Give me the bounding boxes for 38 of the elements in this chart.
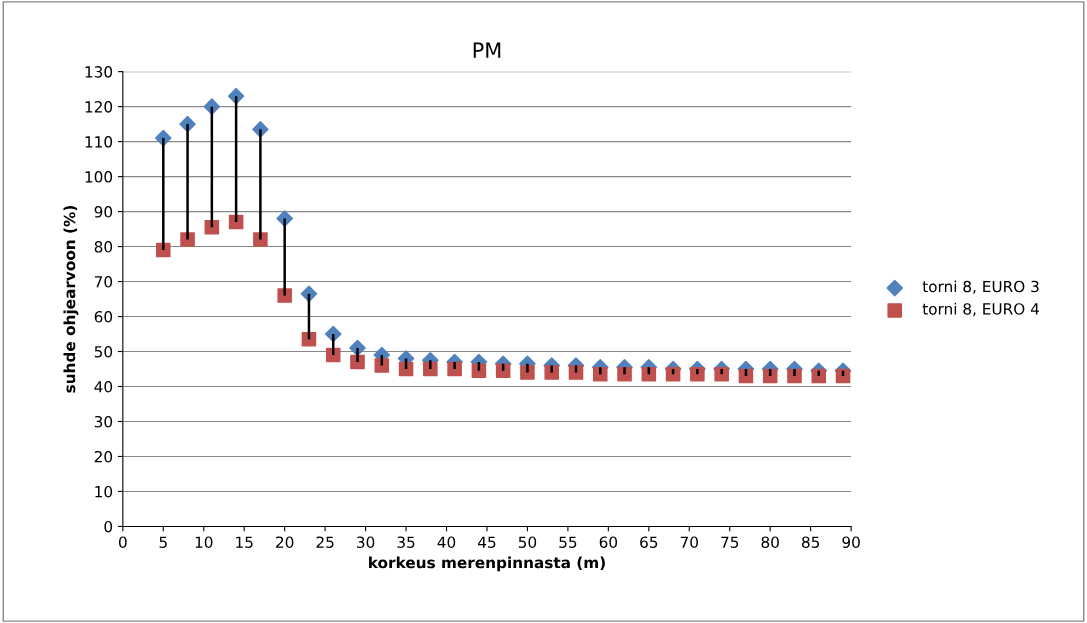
y-tick-label: 90 [94, 206, 113, 218]
x-tick-label: 65 [640, 536, 658, 548]
y-tick-label: 60 [94, 311, 113, 323]
y-tick-label: 50 [94, 345, 113, 358]
x-tick-label: 90 [842, 536, 860, 548]
x-tick-label: 0 [118, 536, 127, 548]
chart-title: PM [473, 42, 501, 58]
y-tick-label: 10 [95, 485, 113, 498]
x-tick-label: 55 [559, 536, 577, 548]
y-tick-label: 30 [94, 415, 113, 428]
x-tick-label: 40 [437, 536, 456, 548]
x-tick-label: 30 [357, 536, 375, 548]
x-tick-label: 85 [801, 536, 820, 548]
x-tick-label: 5 [159, 536, 167, 548]
y-tick-label: 130 [85, 66, 113, 78]
y-tick-label: 0 [104, 520, 113, 533]
y-tick-label: 110 [85, 136, 113, 148]
y-tick-label: 40 [94, 380, 113, 393]
x-tick-label: 20 [276, 536, 294, 548]
x-tick-label: 70 [680, 536, 698, 548]
x-tick-label: 25 [316, 536, 334, 548]
x-tick-label: 15 [236, 536, 253, 548]
y-tick-label: 80 [94, 241, 113, 253]
x-tick-label: 50 [518, 536, 537, 548]
x-tick-label: 45 [478, 536, 496, 548]
x-tick-label: 60 [599, 536, 618, 548]
x-tick-label: 10 [195, 536, 213, 548]
x-tick-label: 80 [761, 536, 779, 548]
y-tick-label: 20 [94, 450, 113, 463]
y-axis-title: suhde ohjearvoon (%) [63, 206, 79, 393]
y-tick-label: 70 [94, 276, 113, 288]
legend-label: torni 8, EURO 4 [922, 302, 1039, 317]
x-axis-title: korkeus merenpinnasta (m) [369, 556, 605, 572]
y-tick-label: 120 [85, 101, 113, 113]
x-tick-label: 35 [397, 536, 415, 548]
y-tick-label: 100 [85, 171, 113, 183]
x-tick-label: 75 [721, 536, 739, 548]
legend-label: torni 8, EURO 3 [922, 280, 1039, 294]
